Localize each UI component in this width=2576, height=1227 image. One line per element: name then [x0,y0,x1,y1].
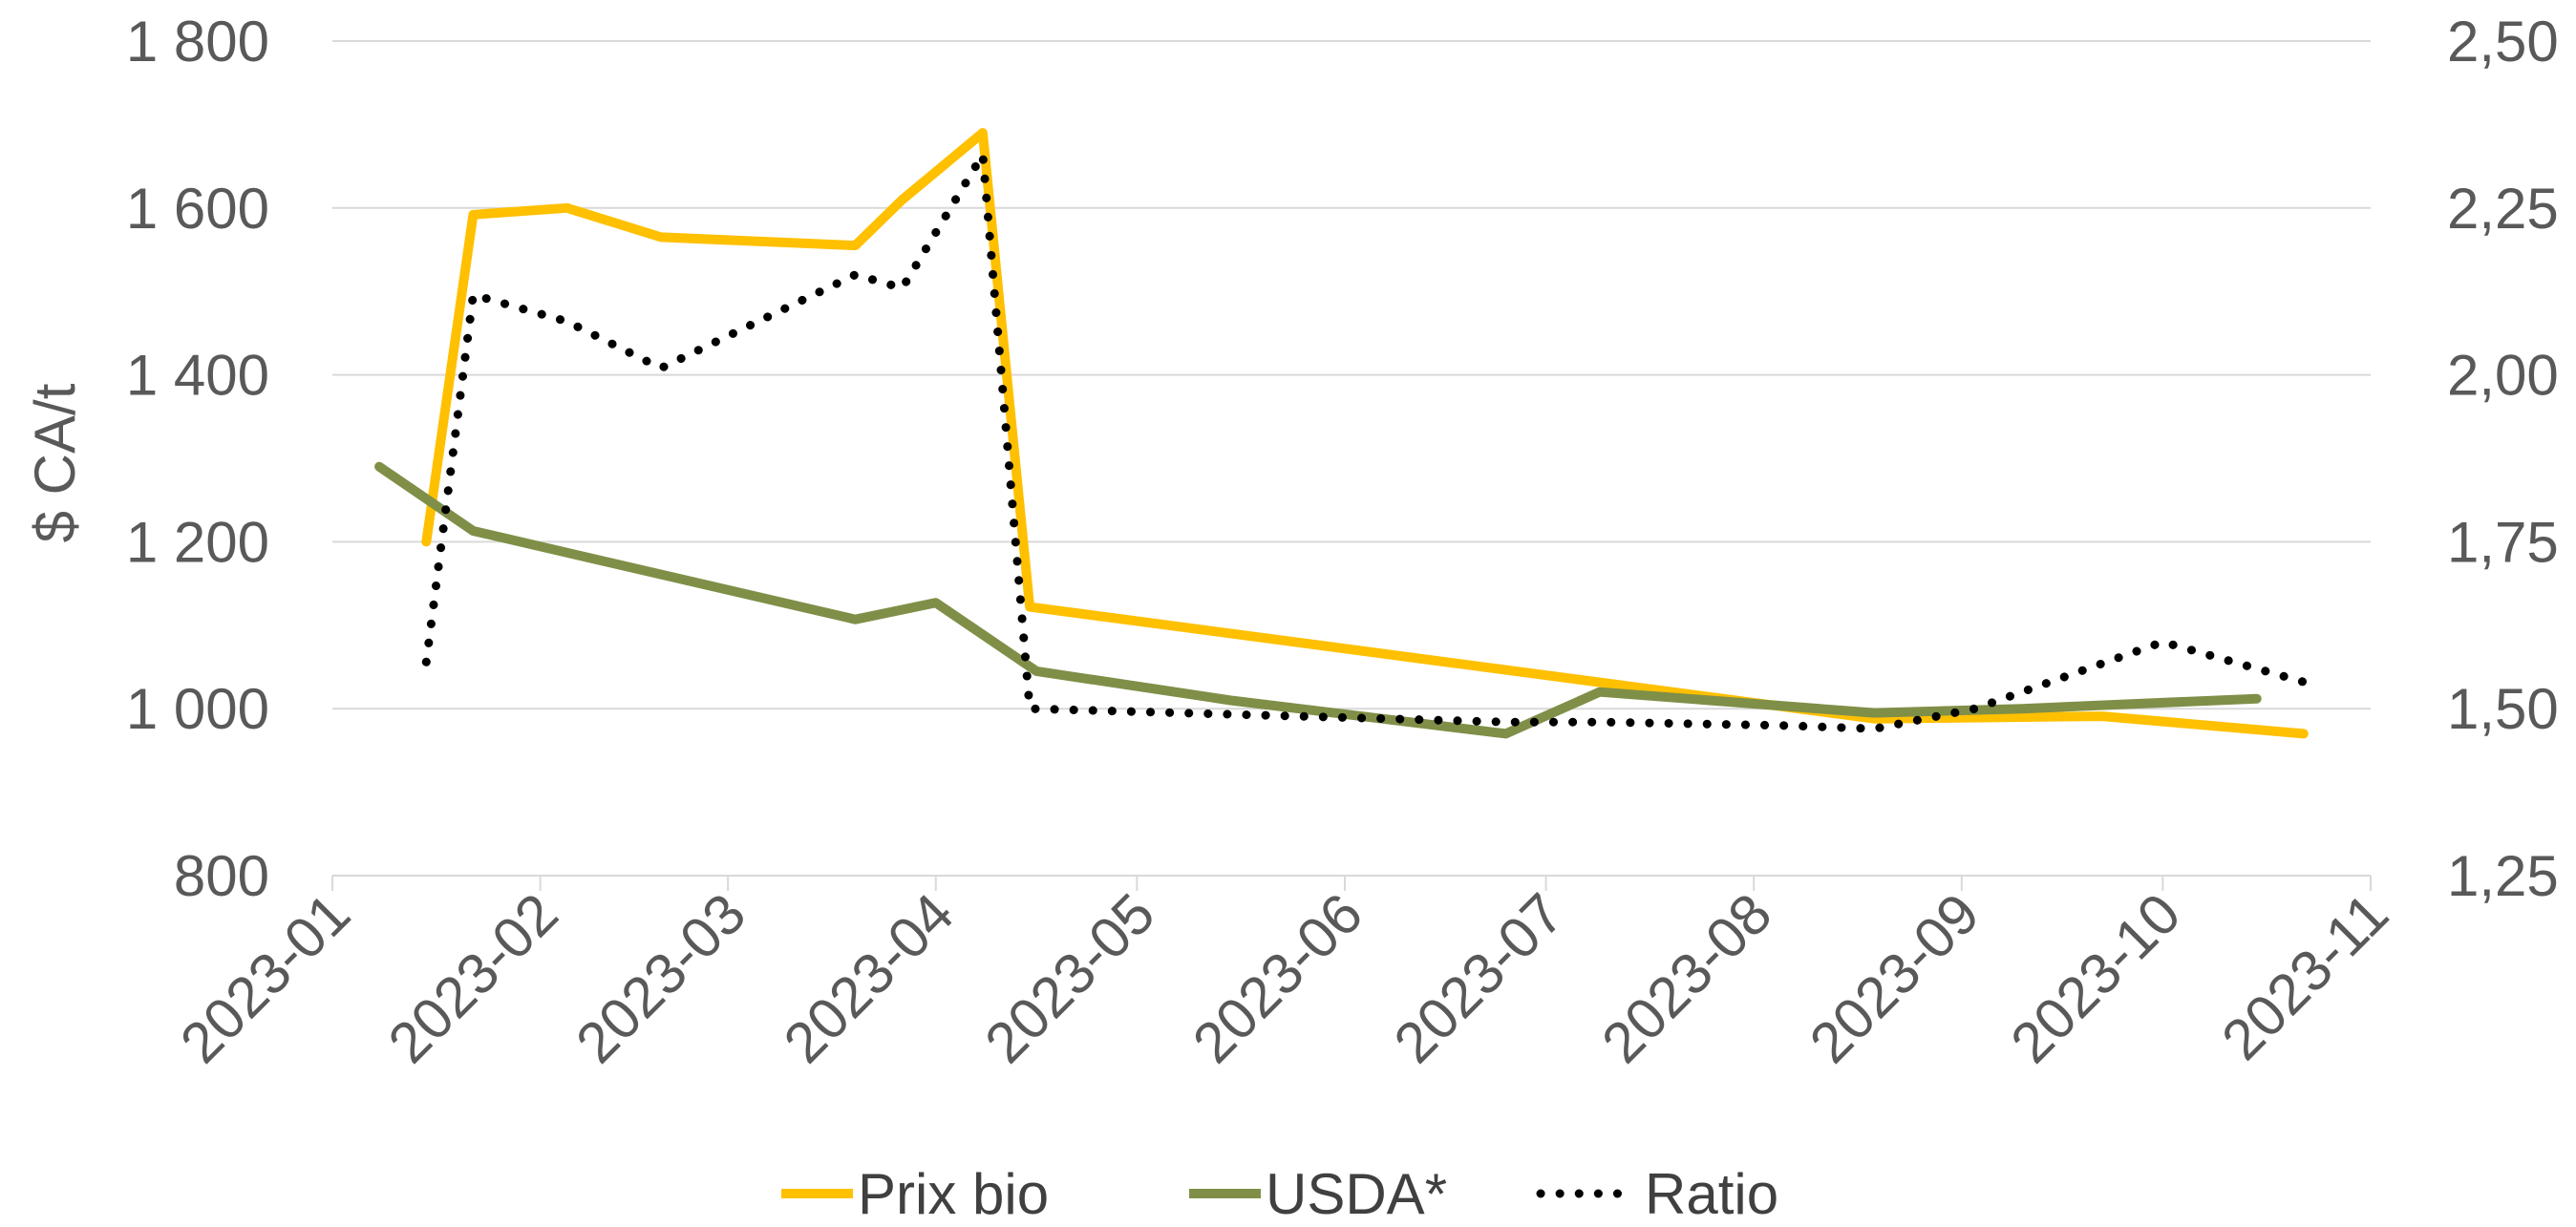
data-point [1505,733,1506,734]
y-left-tick-label: 800 [174,844,269,908]
y-right-tick-label: 1,75 [2447,510,2559,574]
x-tick-label: 2023-08 [1589,881,1783,1075]
data-point [473,214,474,215]
y-right-tick-label: 1,50 [2447,677,2559,741]
gridlines [332,40,2371,710]
data-point [982,154,983,155]
x-tick-label: 2023-02 [376,881,570,1075]
y-right-tick-label: 2,00 [2447,344,2559,408]
y-axis-left-tick-labels: 800 1 000 1 200 1 400 1 600 1 800 [126,10,269,908]
data-point [2162,642,2163,643]
data-point [566,321,567,322]
data-point [2303,733,2304,734]
data-point [2256,698,2257,699]
series-line-ratio [421,150,2309,733]
data-point [1599,722,1600,723]
x-tick-label: 2023-03 [564,881,757,1075]
y-right-tick-label: 2,50 [2447,10,2559,74]
data-point [1874,729,1875,730]
legend-item: USDA* [1189,1162,1447,1226]
data-point [1599,691,1600,692]
data-point [566,207,567,208]
data-point [902,287,903,288]
x-tick-label: 2023-06 [1181,881,1374,1075]
x-tick-label: 2023-11 [2209,881,2400,1072]
y-left-tick-label: 1 800 [126,10,269,74]
axes [331,875,2372,891]
y-left-tick-label: 1 400 [126,344,269,408]
data-point [855,274,856,275]
y-axis-right-tick-labels: 1,25 1,50 1,75 2,00 2,25 2,50 [2447,10,2559,908]
legend-label: Ratio [1645,1162,1778,1226]
legend-label: USDA* [1266,1162,1447,1226]
legend-item: Prix bio [781,1162,1049,1226]
y-left-tick-label: 1 600 [126,177,269,241]
y-right-tick-label: 1,25 [2447,844,2559,908]
data-point [426,662,427,663]
data-point [1874,718,1875,719]
legend-item: Ratio [1536,1162,1778,1226]
data-point [2303,682,2304,683]
y-left-tick-label: 1 000 [126,677,269,741]
data-point [661,368,662,369]
x-tick-label: 2023-01 [168,881,362,1075]
data-point [1036,670,1037,671]
data-point [982,133,983,134]
y-right-tick-label: 2,25 [2447,177,2559,241]
x-tick-label: 2023-10 [1998,881,2192,1075]
data-point [473,531,474,532]
data-point [1230,700,1231,701]
data-point [2102,716,2103,717]
data-point [902,200,903,201]
y-axis-title: $ CA/t [23,383,87,542]
x-tick-label: 2023-04 [772,881,966,1075]
series-line-usda [374,461,2262,739]
series-line-prix-bio [421,128,2309,739]
y-left-tick-label: 1 200 [126,510,269,574]
data-point [426,541,427,542]
data-point [855,619,856,620]
x-tick-label: 2023-07 [1382,881,1576,1075]
series-layer [374,128,2309,739]
data-point [1030,606,1031,607]
data-point [1874,712,1875,713]
data-point [855,245,856,246]
data-point [661,237,662,238]
data-point [1505,722,1506,723]
x-tick-label: 2023-09 [1798,881,1991,1075]
legend: Prix bio USDA* Ratio [781,1162,1778,1226]
data-point [473,294,474,295]
legend-label: Prix bio [858,1162,1049,1226]
x-tick-label: 2023-05 [972,881,1166,1075]
data-point [1780,725,1781,726]
data-point [379,466,380,467]
